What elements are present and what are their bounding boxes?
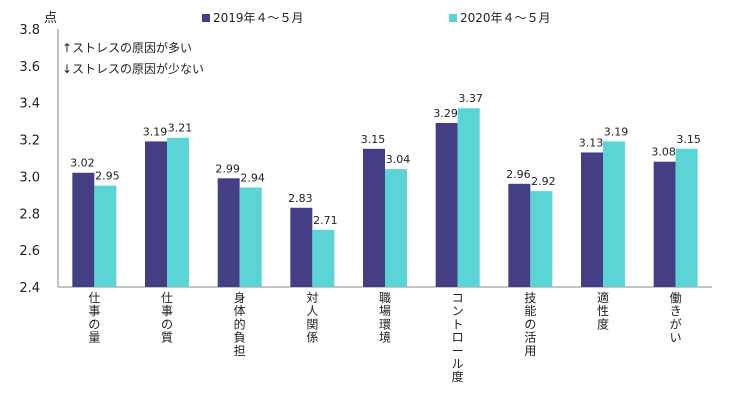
data-label: 3.04: [386, 153, 411, 166]
category-label: 仕事の質: [161, 291, 173, 345]
legend: 2019年４～５月 2020年４～５月: [202, 11, 551, 25]
bar-2020: [94, 185, 117, 287]
data-labels: 3.022.953.19 3.212.992.942.832.713.153.04…: [70, 92, 701, 227]
y-tick-label: 2.4: [19, 281, 40, 296]
bar-2020: [239, 187, 262, 287]
bar-2020: [385, 169, 407, 287]
category-label: 身体的負担: [234, 290, 246, 358]
annotations: ↑ストレスの原因が多い ↓ストレスの原因が少ない: [62, 40, 204, 76]
bar-2020: [675, 148, 698, 287]
data-label: 2.95: [95, 170, 120, 183]
y-tick-label: 3.8: [19, 23, 40, 38]
data-label: 3.21: [168, 122, 193, 135]
category-label: 働きがい: [670, 291, 682, 345]
category-labels: 仕事の量 仕事の質 身体的負担 対人関係 職場環境 コントロール度 技能の活用 適性度 働きがい: [88, 290, 681, 384]
bar-2019: [290, 207, 313, 287]
data-label: 3.02: [70, 157, 95, 170]
data-label: 2.83: [288, 192, 313, 205]
bar-2019: [435, 122, 458, 287]
annotation-note: ↑ストレスの原因が多い: [62, 40, 192, 55]
category-label: コントロール度: [452, 291, 464, 384]
category-label: 仕事の量: [88, 291, 100, 345]
data-label: 2.99: [215, 162, 240, 175]
data-label: 2.94: [240, 171, 265, 184]
bar-2020: [457, 108, 480, 287]
data-label: 2.92: [531, 175, 556, 188]
bar-2019: [363, 148, 385, 287]
y-axis-unit-label: 点: [44, 11, 57, 26]
legend-label: 2020年４～５月: [460, 11, 551, 25]
data-label: 3.19: [604, 125, 629, 138]
category-label: 適性度: [597, 290, 609, 331]
category-label: 技能の活用: [524, 291, 536, 358]
bar-2019: [581, 152, 603, 287]
data-label: 3.13: [579, 136, 604, 149]
bar-2020: [167, 137, 189, 287]
bars: [72, 108, 698, 287]
y-tick-label: 2.8: [19, 207, 40, 222]
bar-2020: [312, 229, 335, 287]
bar-2019: [508, 183, 531, 287]
bar-2019: [217, 178, 240, 287]
data-label: 3.15: [676, 133, 701, 146]
annotation-note: ↓ストレスの原因が少ない: [62, 61, 204, 76]
legend-swatch: [202, 14, 210, 22]
y-tick-label: 3.4: [19, 97, 40, 112]
data-label: 2.71: [313, 214, 338, 227]
bar-2020: [603, 141, 625, 287]
category-label: 職場環境: [379, 291, 391, 345]
data-label: 3.15: [361, 133, 386, 146]
bar-2020: [530, 191, 553, 287]
data-label: 3.08: [651, 146, 676, 159]
legend-label: 2019年４～５月: [213, 11, 304, 25]
category-label: 対人関係: [306, 291, 318, 345]
legend-swatch: [449, 14, 457, 22]
y-tick-label: 2.6: [19, 244, 40, 259]
y-tick-label: 3.2: [19, 134, 40, 149]
y-tick-label: 3.6: [19, 60, 40, 75]
bar-2019: [653, 161, 676, 287]
bar-2019: [72, 172, 95, 287]
data-label: 3.19: [143, 125, 168, 138]
y-tick-labels: 2.4 2.6 2.8 3.0 3.2 3.4 3.6 3.8: [19, 23, 40, 296]
data-label: 3.37: [458, 92, 483, 105]
y-tick-label: 3.0: [19, 170, 40, 185]
bar-2019: [145, 141, 167, 287]
data-label: 2.96: [506, 168, 531, 181]
data-label: 3.29: [433, 107, 458, 120]
